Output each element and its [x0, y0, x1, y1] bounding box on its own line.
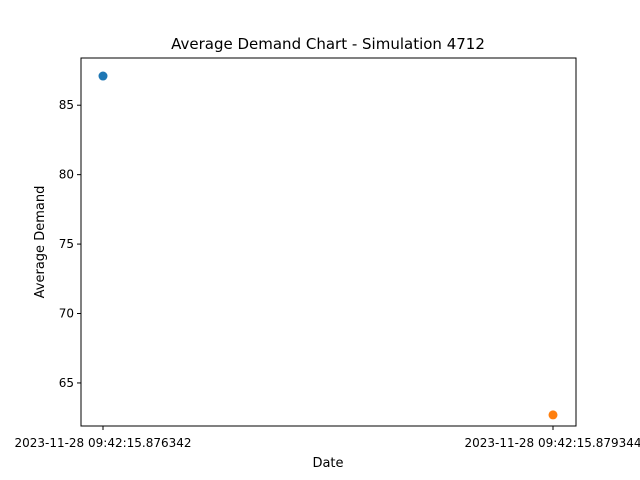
y-tick-label: 70 [59, 307, 74, 321]
y-tick-label: 80 [59, 168, 74, 182]
x-tick-label: 2023-11-28 09:42:15.879344 [464, 436, 640, 450]
chart-title: Average Demand Chart - Simulation 4712 [171, 35, 485, 53]
data-points [98, 71, 558, 420]
plot-area [80, 57, 577, 427]
y-axis-label: Average Demand [33, 186, 48, 299]
x-axis-label: Date [312, 456, 343, 471]
y-tick-label: 65 [59, 376, 74, 390]
y-tick-label: 75 [59, 237, 74, 251]
y-axis-ticks: 65 70 75 80 85 [59, 98, 81, 390]
y-tick-label: 85 [59, 98, 74, 112]
x-tick-label: 2023-11-28 09:42:15.876342 [14, 436, 191, 450]
data-point [98, 71, 108, 81]
x-axis-ticks: 2023-11-28 09:42:15.876342 2023-11-28 09:… [14, 426, 640, 450]
data-point [548, 410, 558, 420]
